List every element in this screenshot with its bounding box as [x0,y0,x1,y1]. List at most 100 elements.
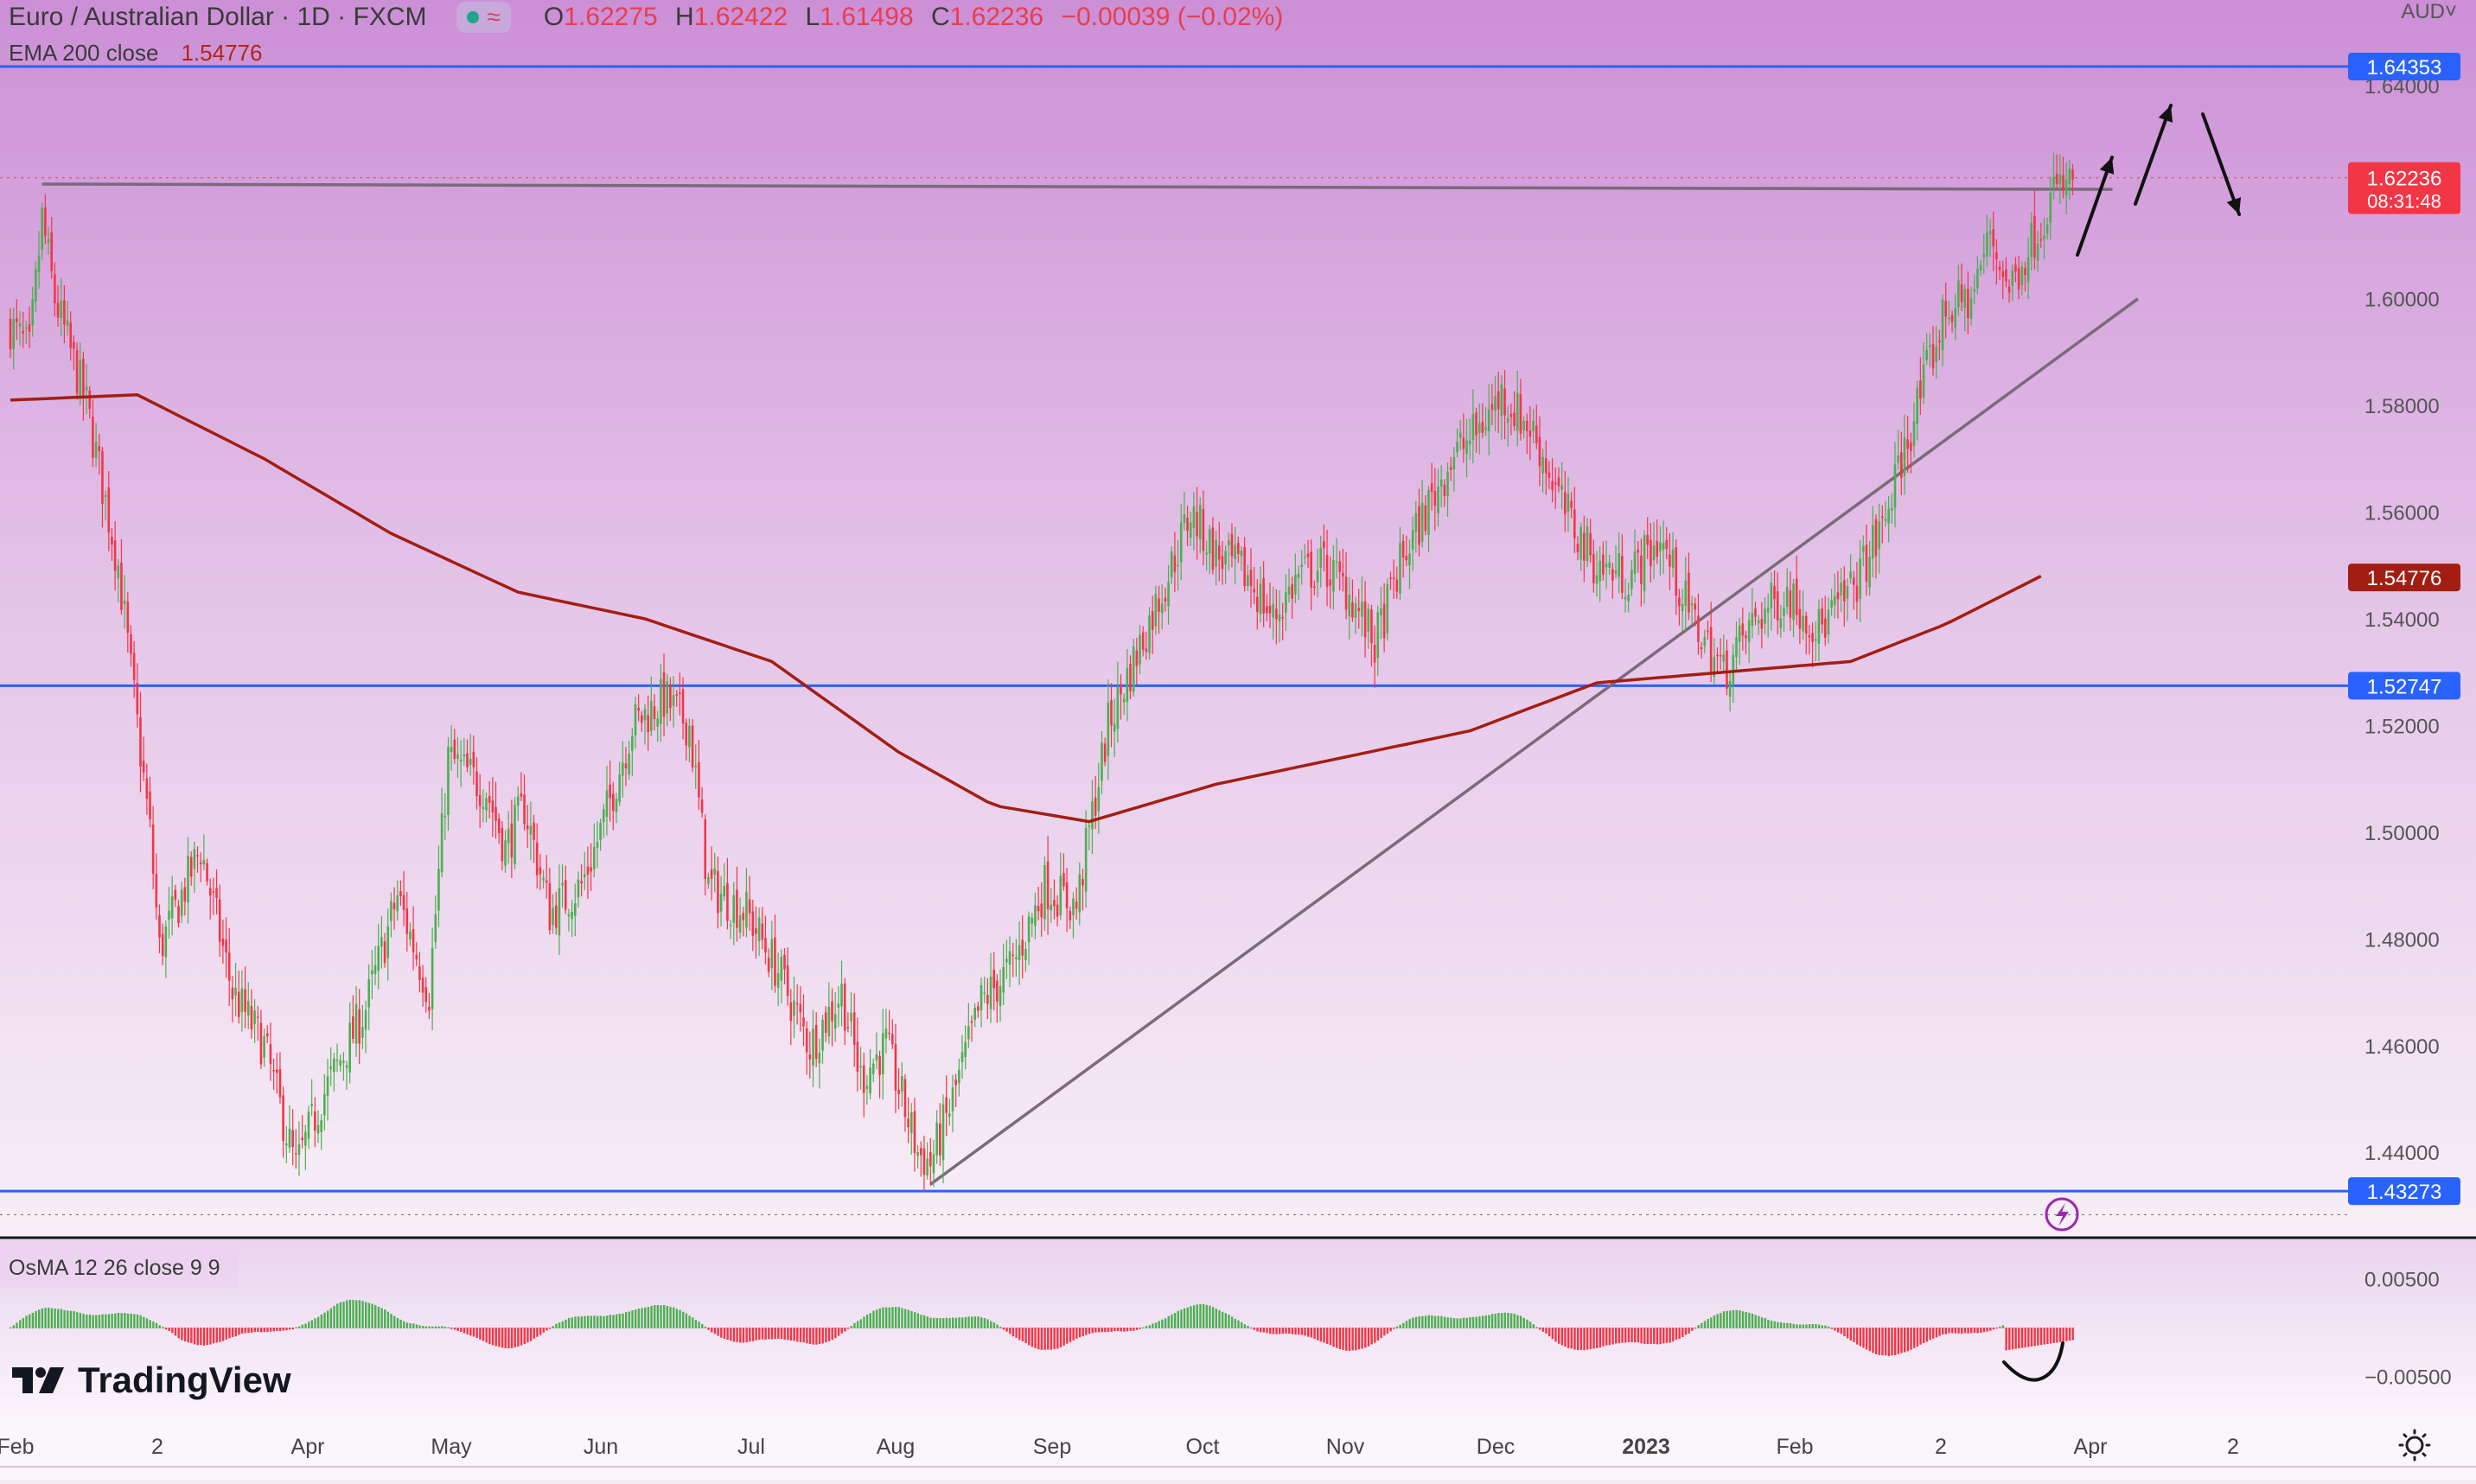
candle [342,1052,345,1081]
candle [75,342,79,400]
candle-body [833,1014,837,1029]
candle-body [1122,698,1126,703]
candle [1380,586,1382,640]
osma-bar [346,1300,348,1328]
candle [653,694,656,731]
market-status-pill[interactable]: ≈ [456,2,511,33]
candle-body [1332,560,1335,592]
candle-body [954,1080,957,1086]
candle [1919,357,1922,416]
candle-body [1367,608,1370,632]
candle-body [1509,413,1513,417]
candle-body [107,487,111,533]
candle [1031,912,1034,938]
osma-bar [742,1328,745,1343]
candle-body [1906,439,1909,449]
candle-body [941,1104,945,1161]
candle-body [1141,632,1145,650]
interval-label[interactable]: 1D [297,3,330,31]
candle-body [1884,519,1887,521]
candle [1861,535,1865,567]
osma-bar [1266,1328,1268,1334]
osma-bar [41,1308,44,1328]
tradingview-logo[interactable]: TradingView [12,1360,291,1401]
candle-body [1874,519,1878,557]
osma-bar [1104,1328,1107,1333]
candle-body [1893,464,1897,508]
osma-bar [240,1328,244,1334]
osma-bar [164,1328,168,1330]
osma-bar [1557,1328,1560,1344]
candle [685,718,688,761]
osma-bar [1367,1328,1370,1347]
ema-legend[interactable]: EMA 200 close 1.54776 [9,40,262,67]
candle-body [958,1069,960,1084]
candle [583,851,586,891]
candle [265,1025,269,1043]
candle [884,1009,888,1054]
candle-body [573,902,577,916]
candle-body [155,873,158,908]
osma-bar [520,1328,523,1346]
osma-bar [48,1307,50,1328]
candle-body [647,715,649,732]
candle-body [748,899,751,914]
candle-body [698,761,700,798]
osma-bar [533,1328,535,1339]
candle [1859,539,1861,622]
candle-body [977,1006,980,1011]
candle [2062,156,2064,199]
candle-body [66,320,69,327]
candle [1988,219,1992,258]
candle [37,231,41,289]
currency-selector[interactable]: AUD˅ [2401,0,2457,23]
osma-bar [282,1328,285,1331]
candle-body [1475,412,1477,436]
candle [1528,405,1532,461]
candle [818,1038,821,1089]
osma-legend[interactable]: OsMA 12 26 close 9 9 [0,1248,238,1288]
candle-body [335,1059,339,1061]
candle [1709,602,1713,683]
candle [890,1019,894,1049]
osma-bar [1440,1315,1443,1328]
candle [941,1094,945,1184]
candle [1564,470,1567,532]
brand-name: TradingView [78,1360,291,1400]
candle [628,741,630,780]
candle [1129,655,1132,699]
osma-bar [1234,1318,1237,1328]
candle-body [688,725,691,748]
osma-bar [1678,1328,1681,1339]
lightning-icon[interactable] [2045,1197,2079,1232]
osma-bar [219,1328,221,1342]
candle [831,988,833,1047]
candle [596,821,599,869]
candle [1107,679,1110,780]
osma-bar [307,1322,310,1328]
osma-bar [1570,1328,1573,1349]
candle-body [1614,570,1618,574]
osma-bar [2043,1328,2045,1345]
candle-body [884,1029,888,1039]
settings-gear-icon[interactable] [2398,1429,2431,1462]
candle [1560,462,1563,510]
candle [1751,588,1754,639]
osma-bar [1745,1312,1747,1328]
osma-bar [713,1328,717,1334]
osma-bar [920,1315,922,1328]
osma-bar [1075,1328,1078,1339]
osma-bar [225,1328,227,1340]
candle [840,960,843,1027]
wave-icon: ≈ [487,3,501,30]
osma-bar [1669,1328,1671,1343]
candle-body [1424,505,1427,532]
time-tick-label: Dec [1477,1435,1515,1459]
symbol-title[interactable]: Euro / Australian Dollar · 1D · FXCM [9,3,427,31]
candle [789,989,793,1046]
candle [1506,405,1509,447]
candle [1906,416,1909,473]
candle [1669,532,1671,590]
